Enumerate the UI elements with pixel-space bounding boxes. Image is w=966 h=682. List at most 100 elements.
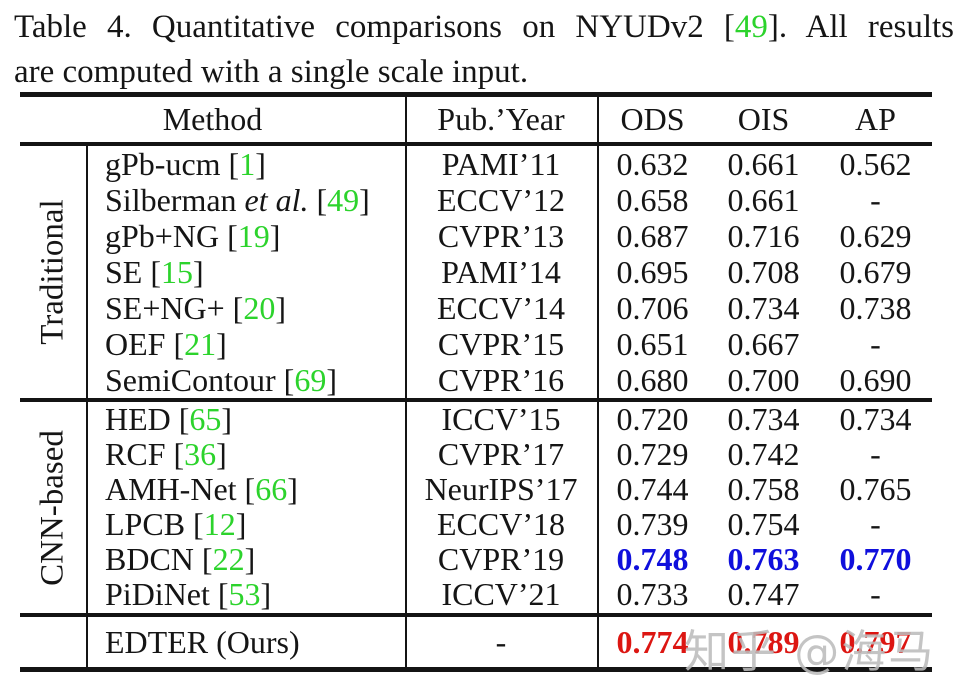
ref-number: 66 xyxy=(255,471,288,507)
ap-value-ours: 0.797 xyxy=(839,624,912,660)
citation: [20] xyxy=(232,290,286,326)
caption-line-2: are computed with a single scale input. xyxy=(14,54,529,90)
citation: [65] xyxy=(178,401,233,437)
ap-value: 0.690 xyxy=(839,362,912,398)
table-row-ours: EDTER (Ours) - 0.774 0.789 0.797 xyxy=(20,617,932,667)
pub-year-cell: ECCV’18 xyxy=(437,506,565,542)
citation: [19] xyxy=(227,218,281,254)
ap-value: 0.734 xyxy=(839,401,912,437)
ap-value: 0.738 xyxy=(839,290,912,326)
ois-value: 0.661 xyxy=(727,146,800,182)
ods-value: 0.744 xyxy=(616,471,689,507)
table-row: Silberman et al. [49] ECCV’12 0.658 0.66… xyxy=(20,182,932,218)
ods-value-ours: 0.774 xyxy=(616,624,689,660)
method-name: HED xyxy=(105,401,171,437)
ois-value: 0.661 xyxy=(727,182,800,218)
zhihu-watermark: 知乎 @海马 xyxy=(684,625,936,678)
column-divider xyxy=(86,146,88,398)
pub-year-cell: CVPR’13 xyxy=(437,218,565,254)
column-divider xyxy=(597,402,599,613)
ods-value: 0.658 xyxy=(616,182,689,218)
ap-value: 0.629 xyxy=(839,218,912,254)
ods-value: 0.651 xyxy=(616,326,689,362)
table-row-bdcn-highlighted: BDCN [22] CVPR’19 0.748 0.763 0.770 xyxy=(20,542,932,577)
caption-line-1: Table 4. Quantitative comparisons on NYU… xyxy=(14,5,954,50)
table-row: SemiContour [69] CVPR’16 0.680 0.700 0.6… xyxy=(20,362,932,398)
column-divider xyxy=(405,97,407,142)
ois-value: 0.758 xyxy=(727,471,800,507)
citation: [49] xyxy=(316,182,370,218)
header-ods: ODS xyxy=(620,101,685,137)
ois-value: 0.742 xyxy=(727,436,800,472)
method-name: gPb+NG xyxy=(105,218,220,254)
ap-value-best-cnn: 0.770 xyxy=(839,541,912,577)
table-caption: Table 4. Quantitative comparisons on NYU… xyxy=(14,5,954,95)
method-cell: gPb+NG [19] xyxy=(86,218,405,254)
ref-number: 20 xyxy=(243,290,276,326)
pub-year-cell: PAMI’14 xyxy=(441,254,561,290)
method-name: gPb-ucm xyxy=(105,146,221,182)
column-divider xyxy=(597,617,599,667)
header-ap: AP xyxy=(855,101,896,137)
method-cell: AMH-Net [66] xyxy=(86,472,405,507)
citation: [1] xyxy=(228,146,266,182)
section-traditional: Traditional gPb-ucm [1] PAMI’11 0.632 0.… xyxy=(20,146,932,398)
method-etal: et al. xyxy=(244,182,309,218)
ois-value: 0.716 xyxy=(727,218,800,254)
table-row: gPb-ucm [1] PAMI’11 0.632 0.661 0.562 xyxy=(20,146,932,182)
ref-number: 15 xyxy=(161,254,193,290)
method-cell: HED [65] xyxy=(86,402,405,437)
ap-value: 0.562 xyxy=(839,146,912,182)
ap-value: 0.679 xyxy=(839,254,912,290)
column-divider xyxy=(597,97,599,142)
pub-year-cell: CVPR’15 xyxy=(437,326,565,362)
method-name: Silberman xyxy=(105,182,237,218)
citation: [21] xyxy=(173,326,227,362)
column-divider xyxy=(597,146,599,398)
table-row: OEF [21] CVPR’15 0.651 0.667 - xyxy=(20,326,932,362)
column-divider xyxy=(405,402,407,613)
ois-value: 0.708 xyxy=(727,254,800,290)
header-bottom-rule xyxy=(20,142,932,146)
section-divider-rule xyxy=(20,398,932,402)
pub-year-cell: CVPR’17 xyxy=(437,436,565,472)
column-divider xyxy=(86,402,88,613)
method-cell: EDTER (Ours) xyxy=(105,624,300,660)
method-cell: SemiContour [69] xyxy=(86,362,405,398)
column-divider xyxy=(86,617,88,667)
ods-value-best-cnn: 0.748 xyxy=(616,541,689,577)
method-name: RCF xyxy=(105,436,166,472)
citation: [66] xyxy=(244,471,298,507)
table-row: PiDiNet [53] ICCV’21 0.733 0.747 - xyxy=(20,577,932,612)
ods-value: 0.739 xyxy=(616,506,689,542)
caption-text: ]. All results xyxy=(767,9,954,45)
method-name: AMH-Net xyxy=(105,471,237,507)
ap-value: - xyxy=(870,436,881,472)
ois-value: 0.700 xyxy=(727,362,800,398)
column-divider xyxy=(405,146,407,398)
ref-number: 22 xyxy=(212,541,245,577)
method-name: OEF xyxy=(105,326,166,362)
citation: [53] xyxy=(217,576,272,612)
citation: [12] xyxy=(193,506,247,542)
header-ois: OIS xyxy=(737,101,790,137)
ods-value: 0.695 xyxy=(616,254,689,290)
ref-number: 12 xyxy=(203,506,236,542)
citation: [22] xyxy=(201,541,256,577)
pub-year-cell: ECCV’12 xyxy=(437,182,565,218)
method-cell: SE [15] xyxy=(86,254,405,290)
section-label-traditional: Traditional xyxy=(34,199,71,345)
table-header-row: Method Pub.’Year ODS OIS AP xyxy=(20,97,932,142)
ods-value: 0.720 xyxy=(616,401,689,437)
table-row: LPCB [12] ECCV’18 0.739 0.754 - xyxy=(20,507,932,542)
method-name: BDCN xyxy=(105,541,194,577)
table-row: gPb+NG [19] CVPR’13 0.687 0.716 0.629 xyxy=(20,218,932,254)
ods-value: 0.632 xyxy=(616,146,689,182)
pub-year-cell: PAMI’11 xyxy=(441,146,561,182)
ap-value: - xyxy=(870,576,881,612)
ois-value: 0.754 xyxy=(727,506,800,542)
table-row: SE+NG+ [20] ECCV’14 0.706 0.734 0.738 xyxy=(20,290,932,326)
method-cell: Silberman et al. [49] xyxy=(86,182,405,218)
method-cell: SE+NG+ [20] xyxy=(86,290,405,326)
